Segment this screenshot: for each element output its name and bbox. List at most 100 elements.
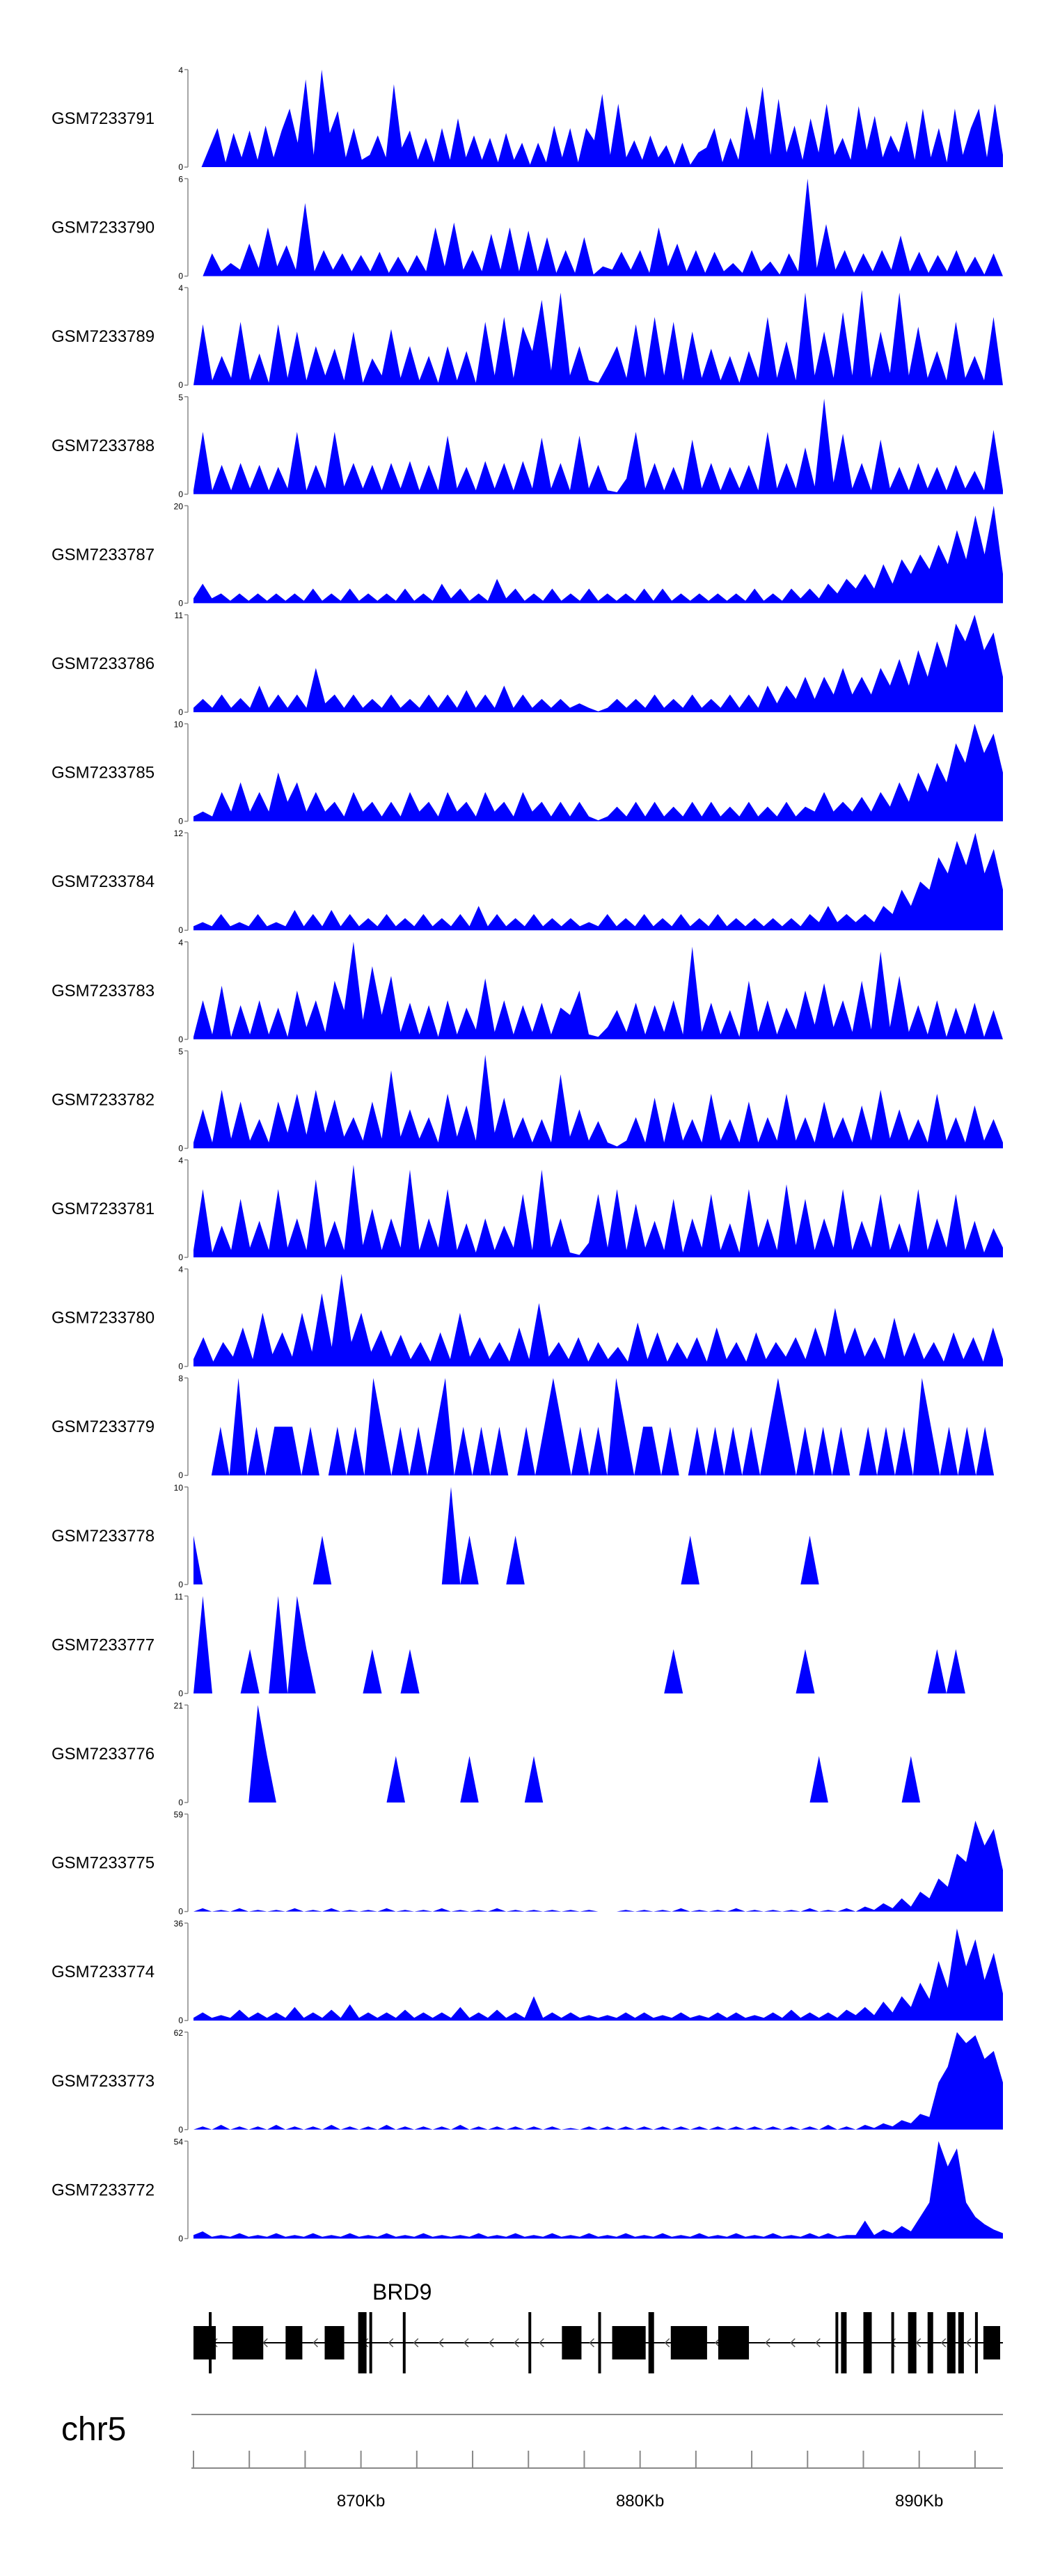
coverage-area — [193, 178, 1003, 276]
y-min-label: 0 — [178, 2016, 183, 2025]
track-GSM7233775: GSM7233775 59 0 — [52, 1810, 1003, 1917]
y-min-label: 0 — [178, 1798, 183, 1807]
strand-arrow — [313, 2338, 318, 2348]
exon — [947, 2312, 956, 2373]
track-label: GSM7233785 — [52, 764, 155, 783]
track-GSM7233779: GSM7233779 8 0 — [52, 1374, 1003, 1480]
track-GSM7233788: GSM7233788 5 0 — [52, 393, 1003, 499]
exon — [908, 2312, 917, 2373]
exon — [562, 2326, 582, 2359]
coverage-area — [193, 1486, 930, 1585]
strand-arrow — [815, 2338, 821, 2348]
exon — [974, 2312, 978, 2373]
track-label: GSM7233790 — [52, 219, 155, 237]
y-max-label: 12 — [174, 828, 184, 838]
track-label: GSM7233782 — [52, 1090, 155, 1109]
y-max-label: 4 — [178, 283, 183, 293]
exon — [927, 2312, 933, 2373]
track-label: GSM7233786 — [52, 654, 155, 673]
y-min-label: 0 — [178, 1580, 183, 1589]
exon — [285, 2326, 303, 2359]
strand-arrow — [765, 2338, 770, 2348]
coverage-area — [193, 290, 1003, 386]
y-max-label: 11 — [175, 1592, 184, 1601]
track-GSM7233783: GSM7233783 4 0 — [52, 938, 1003, 1044]
y-max-label: 4 — [178, 1156, 183, 1165]
track-GSM7233785: GSM7233785 10 0 — [52, 720, 1003, 826]
track-label: GSM7233780 — [52, 1309, 155, 1328]
y-min-label: 0 — [178, 598, 183, 608]
track-GSM7233773: GSM7233773 62 0 — [52, 2028, 1003, 2135]
y-min-label: 0 — [178, 817, 183, 826]
y-min-label: 0 — [178, 489, 183, 499]
y-max-label: 4 — [178, 938, 183, 948]
exon — [402, 2312, 406, 2373]
track-GSM7233791: GSM7233791 4 0 — [52, 65, 1003, 172]
strand-arrow — [589, 2338, 594, 2348]
strand-arrow — [438, 2338, 444, 2348]
axis-tick-label: 880Kb — [616, 2492, 664, 2511]
coverage-area — [193, 1055, 1003, 1149]
track-label: GSM7233781 — [52, 1200, 155, 1218]
y-min-label: 0 — [178, 1143, 183, 1153]
track-label: GSM7233774 — [52, 1963, 155, 1981]
chromosome-label: chr5 — [61, 2411, 126, 2448]
exon — [648, 2312, 654, 2373]
track-label: GSM7233777 — [52, 1635, 155, 1654]
track-label: GSM7233788 — [52, 437, 155, 455]
track-GSM7233774: GSM7233774 36 0 — [52, 1919, 1003, 2025]
exon — [612, 2326, 646, 2359]
strand-arrow — [539, 2338, 544, 2348]
coverage-area — [193, 2032, 1003, 2130]
track-label: GSM7233789 — [52, 327, 155, 346]
y-max-label: 62 — [174, 2028, 184, 2038]
axis-tick-label: 870Kb — [337, 2492, 385, 2511]
exon — [193, 2326, 216, 2359]
track-label: GSM7233787 — [52, 545, 155, 564]
strand-arrow — [489, 2338, 494, 2348]
y-max-label: 11 — [175, 611, 184, 620]
axis-tick-label: 890Kb — [895, 2492, 943, 2511]
coverage-area — [193, 1165, 1003, 1257]
coverage-area — [193, 1273, 1003, 1367]
exon — [232, 2326, 264, 2359]
y-max-label: 10 — [174, 1483, 184, 1493]
genome-axis: chr5 870Kb 880Kb 890Kb — [61, 2411, 1003, 2511]
y-max-label: 36 — [174, 1919, 184, 1929]
strand-arrow — [463, 2338, 469, 2348]
strand-arrow — [965, 2338, 972, 2348]
gene-annotation-track: BRD9 — [193, 2279, 1003, 2373]
y-max-label: 8 — [178, 1374, 183, 1383]
exon — [841, 2312, 847, 2373]
strand-arrow — [514, 2338, 519, 2348]
strand-arrow — [388, 2338, 394, 2348]
track-label: GSM7233778 — [52, 1527, 155, 1546]
track-GSM7233787: GSM7233787 20 0 — [52, 501, 1003, 608]
coverage-area — [193, 398, 1003, 494]
track-label: GSM7233791 — [52, 109, 155, 128]
coverage-area — [193, 941, 1003, 1039]
strand-arrow — [940, 2338, 947, 2348]
exon — [324, 2326, 345, 2359]
y-min-label: 0 — [178, 2125, 183, 2135]
track-GSM7233777: GSM7233777 11 0 — [52, 1592, 984, 1698]
track-label: GSM7233779 — [52, 1417, 155, 1436]
y-max-label: 59 — [174, 1810, 184, 1820]
track-label: GSM7233773 — [52, 2072, 155, 2091]
track-GSM7233784: GSM7233784 12 0 — [52, 828, 1003, 935]
coverage-area — [211, 1378, 1003, 1476]
axis-ticks: 870Kb 880Kb 890Kb — [193, 2451, 976, 2511]
track-GSM7233789: GSM7233789 4 0 — [52, 283, 1003, 390]
track-GSM7233781: GSM7233781 4 0 — [52, 1156, 1003, 1262]
coverage-area — [193, 2141, 1003, 2239]
track-GSM7233782: GSM7233782 5 0 — [52, 1046, 1003, 1153]
strand-arrow — [664, 2338, 670, 2348]
y-min-label: 0 — [178, 2233, 183, 2243]
gene-name-label: BRD9 — [372, 2279, 432, 2304]
exon — [863, 2312, 872, 2373]
y-max-label: 5 — [178, 393, 183, 402]
y-min-label: 0 — [178, 1035, 183, 1044]
y-max-label: 20 — [174, 501, 184, 511]
coverage-area — [193, 70, 1003, 167]
